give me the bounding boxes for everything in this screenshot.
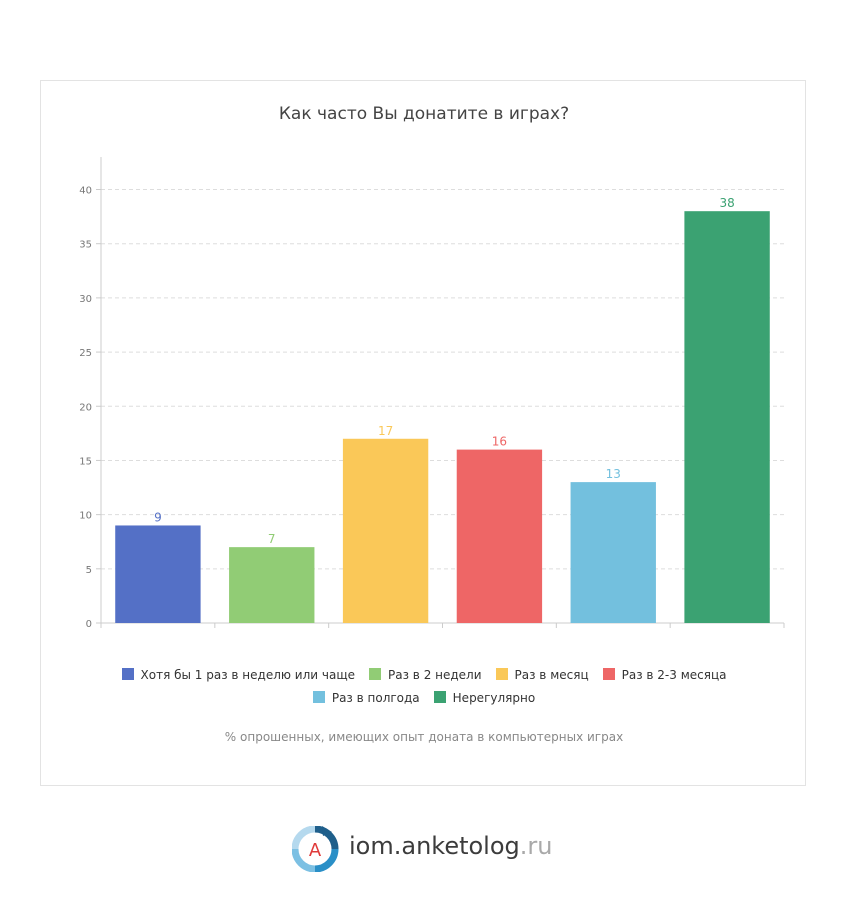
legend-item[interactable]: Нерегулярно — [433, 687, 536, 710]
bar-value-label: 17 — [378, 424, 393, 438]
y-tick-label: 40 — [79, 186, 92, 197]
brand-logo[interactable]: A iom.anketolog.ru — [291, 825, 552, 873]
legend-item[interactable]: Раз в 2-3 месяца — [602, 664, 727, 687]
y-tick-label: 0 — [86, 619, 92, 630]
y-tick-label: 35 — [79, 240, 92, 251]
legend-item[interactable]: Раз в месяц — [495, 664, 589, 687]
legend-label: Раз в 2 недели — [388, 668, 482, 682]
y-tick-label: 5 — [86, 565, 92, 576]
y-tick-label: 25 — [79, 348, 92, 359]
chart-legend: Хотя бы 1 раз в неделю или чаще Раз в 2 н… — [60, 664, 788, 710]
bar — [570, 482, 656, 623]
y-tick-label: 10 — [79, 511, 92, 522]
logo-text: iom.anketolog.ru — [349, 832, 552, 860]
bar-value-label: 9 — [154, 510, 162, 524]
legend-swatch — [121, 668, 134, 680]
bar-value-label: 13 — [606, 467, 621, 481]
legend-label: Хотя бы 1 раз в неделю или чаще — [140, 668, 356, 682]
y-tick-label: 20 — [79, 402, 92, 413]
legend-swatch — [602, 668, 615, 680]
anketolog-logo-icon: A — [291, 825, 339, 873]
y-tick-label: 30 — [79, 294, 92, 305]
legend-swatch — [369, 668, 382, 680]
legend-swatch — [433, 691, 446, 703]
legend-label: Раз в 2-3 месяца — [621, 668, 727, 682]
legend-label: Раз в месяц — [514, 668, 589, 682]
y-tick-label: 15 — [79, 456, 92, 467]
chart-title: Как часто Вы донатите в играх? — [278, 104, 570, 124]
legend-swatch — [495, 668, 508, 680]
bar-value-label: 16 — [492, 435, 507, 449]
legend-item[interactable]: Хотя бы 1 раз в неделю или чаще — [121, 664, 356, 687]
bar — [456, 449, 543, 623]
legend-label: Раз в полгода — [331, 691, 420, 705]
bar — [342, 438, 429, 623]
chart-card — [40, 80, 806, 786]
legend-swatch — [312, 691, 325, 703]
bar — [684, 211, 770, 624]
bar-value-label: 7 — [268, 532, 276, 546]
legend-label: Нерегулярно — [452, 691, 536, 705]
bar — [115, 525, 201, 623]
logo-letter: A — [309, 840, 322, 861]
logo-name: iom.anketolog — [349, 832, 520, 860]
chart-note: % опрошенных, имеющих опыт доната в комп… — [224, 730, 624, 744]
legend-item[interactable]: Раз в полгода — [312, 687, 420, 710]
bar — [229, 547, 315, 623]
legend-item[interactable]: Раз в 2 недели — [369, 664, 482, 687]
bar-value-label: 38 — [719, 196, 734, 210]
logo-suffix: .ru — [519, 832, 553, 860]
